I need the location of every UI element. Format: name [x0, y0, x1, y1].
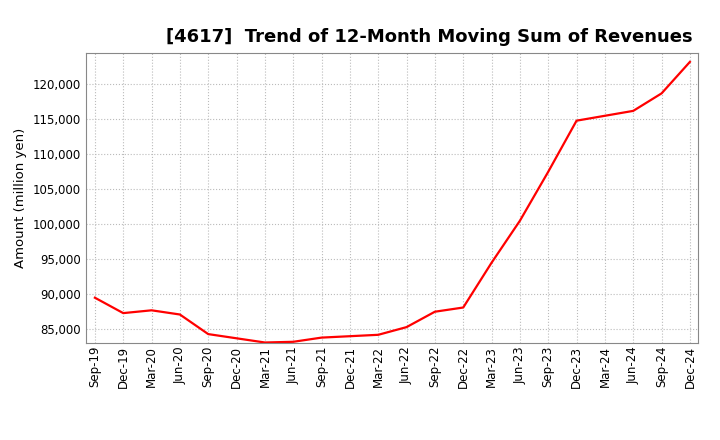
- Text: [4617]  Trend of 12-Month Moving Sum of Revenues: [4617] Trend of 12-Month Moving Sum of R…: [166, 28, 693, 46]
- Y-axis label: Amount (million yen): Amount (million yen): [14, 128, 27, 268]
